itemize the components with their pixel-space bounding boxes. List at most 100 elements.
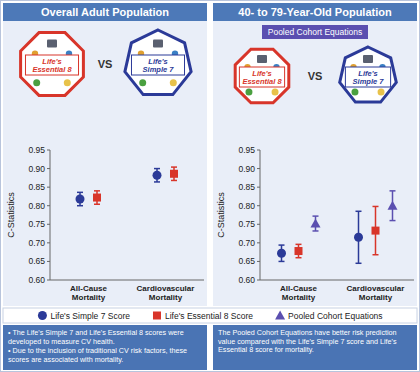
icon-glyph	[47, 40, 57, 48]
icon-shape	[125, 30, 191, 95]
icon-shape	[21, 33, 84, 96]
legend-label: Life's Essential 8 Score	[165, 311, 253, 321]
x-tick-label: All-CauseMortality	[280, 284, 317, 302]
icon-glyph	[64, 79, 71, 86]
icon-glyph	[33, 79, 40, 86]
x-tick-label: CardiovascularMortality	[137, 284, 195, 302]
plot-marks	[277, 191, 398, 263]
error-cap	[313, 215, 319, 217]
y-axis	[50, 150, 51, 280]
note-text: • The Life's Simple 7 and Life's Essenti…	[8, 329, 202, 346]
point	[311, 219, 321, 228]
icon-shape	[340, 47, 397, 102]
icon-glyph	[272, 88, 279, 95]
frame	[1, 1, 420, 372]
x-tick-label-line: Cardiovascular	[347, 284, 405, 293]
x-tick-label-line: Mortality	[72, 293, 106, 302]
icon-label: Life'sSimple 7	[143, 57, 175, 75]
icon-label-line: Essential 8	[242, 77, 282, 86]
vs-label: VS	[98, 58, 113, 70]
y-tick-label: 0.75	[28, 219, 45, 229]
icon-label-line: Simple 7	[353, 77, 385, 86]
note-text: • Due to the inclusion of traditional CV…	[8, 347, 202, 364]
icon-shape	[235, 49, 289, 103]
error-cap	[390, 220, 396, 222]
error-cap	[94, 190, 100, 192]
error-cap	[296, 244, 302, 246]
badge-text: Pooled Cohort Equations	[268, 27, 363, 37]
panel-bg	[3, 21, 207, 306]
panel-header	[3, 3, 207, 21]
icon-glyph	[351, 88, 358, 95]
legend: Life's Simple 7 Score Life's Essential 8 …	[38, 311, 383, 321]
x-tick-label-line: All-Cause	[280, 284, 317, 293]
error-cap	[313, 230, 319, 232]
point	[76, 195, 85, 204]
error-cap	[77, 205, 83, 207]
error-cap	[77, 192, 83, 194]
legend-label: Pooled Cohort Equations	[288, 311, 383, 321]
vs-label: VS	[308, 70, 323, 82]
icon-glyph	[257, 55, 267, 63]
note-box: The Pooled Cohort Equations have better …	[213, 325, 417, 370]
legend-marker	[38, 311, 47, 320]
y-tick-label: 0.90	[238, 164, 255, 174]
error-cap	[356, 211, 362, 213]
y-title: C-Statistics	[216, 192, 226, 238]
point	[354, 233, 363, 242]
icon-glyph	[363, 55, 373, 63]
icon-banner	[345, 67, 390, 87]
point	[153, 171, 162, 180]
error-cap	[373, 206, 379, 208]
icon: Life'sEssential 8	[235, 49, 289, 103]
y-tick-label: 0.80	[28, 201, 45, 211]
error-cap	[279, 261, 285, 263]
legend-label: Life's Simple 7 Score	[50, 311, 130, 321]
error-cap	[296, 257, 302, 259]
icon-banner	[131, 55, 184, 75]
note-box: • The Life's Simple 7 and Life's Essenti…	[3, 325, 207, 370]
y-tick-label: 0.70	[28, 238, 45, 248]
icon: Life'sSimple 7	[340, 47, 397, 102]
y-axis	[260, 150, 261, 280]
y-title: C-Statistics	[6, 192, 16, 238]
icon-glyph	[378, 88, 385, 95]
y-tick-label: 0.60	[28, 275, 45, 285]
point	[372, 227, 380, 235]
x-axis	[50, 280, 204, 281]
panel-header	[213, 3, 417, 21]
panel-title: Overall Adult Population	[41, 6, 169, 18]
panel-title: 40- to 79-Year-Old Population	[238, 6, 392, 18]
icon: Life'sEssential 8	[21, 33, 84, 96]
error-cap	[356, 263, 362, 265]
error-cap	[171, 166, 177, 168]
y-tick-label: 0.70	[238, 238, 255, 248]
y-tick-label: 0.85	[28, 182, 45, 192]
error-cap	[94, 203, 100, 205]
icon-glyph	[153, 40, 163, 48]
x-tick-label-line: All-Cause	[70, 284, 107, 293]
icon-label-line: Essential 8	[32, 65, 72, 74]
x-tick-label: CardiovascularMortality	[347, 284, 405, 302]
note-text: The Pooled Cohort Equations have better …	[218, 329, 412, 355]
y-tick-label: 0.95	[28, 145, 45, 155]
error-cap	[154, 181, 160, 183]
y-tick-label: 0.60	[238, 275, 255, 285]
x-tick-label: All-CauseMortality	[70, 284, 107, 302]
y-tick-label: 0.85	[238, 182, 255, 192]
point	[277, 249, 286, 258]
point	[388, 201, 398, 210]
error-cap	[373, 254, 379, 256]
legend-bg	[3, 308, 417, 323]
error-cap	[390, 190, 396, 192]
y-tick-label: 0.90	[28, 164, 45, 174]
x-tick-label-line: Mortality	[149, 293, 183, 302]
icon-banner	[25, 55, 78, 75]
point	[295, 247, 303, 255]
badge	[262, 25, 368, 39]
y-tick-label: 0.65	[238, 256, 255, 266]
canvas: Overall Adult Population Life'sEssential …	[0, 0, 420, 372]
legend-marker	[275, 311, 285, 320]
icon: Life'sSimple 7	[125, 30, 191, 95]
error-cap	[154, 168, 160, 170]
